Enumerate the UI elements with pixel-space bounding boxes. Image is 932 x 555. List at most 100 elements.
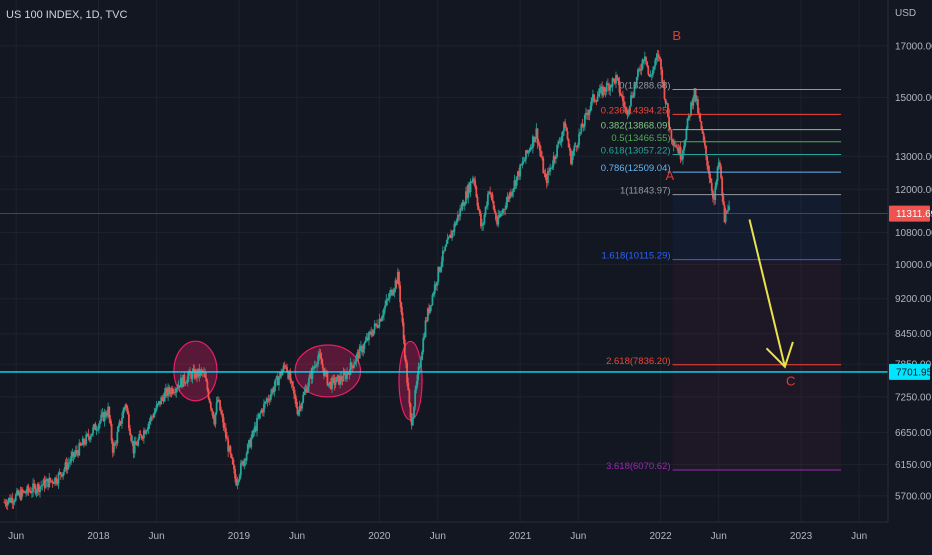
candle-body	[548, 171, 550, 172]
candle-body	[153, 412, 156, 418]
candle	[710, 178, 713, 195]
candle-body	[133, 441, 136, 454]
candle-body	[555, 156, 557, 159]
candle-body	[74, 450, 77, 455]
candle-body	[673, 145, 676, 146]
candle	[242, 460, 245, 467]
candle-body	[349, 362, 352, 375]
candle-body	[136, 444, 138, 446]
candle	[728, 200, 730, 211]
candle-body	[558, 141, 561, 143]
candle	[332, 374, 335, 383]
candle-body	[499, 214, 502, 217]
candle	[431, 292, 434, 307]
candle-body	[714, 186, 717, 200]
candle	[190, 371, 193, 382]
candle	[204, 368, 206, 378]
candle-body	[196, 370, 198, 377]
candle-body	[551, 165, 554, 168]
candle	[675, 142, 677, 148]
candle	[86, 432, 89, 437]
time-tick-label: Jun	[851, 531, 867, 542]
candle	[114, 440, 116, 447]
support-price-badge-text: 7701.95	[896, 367, 932, 378]
candle-body	[684, 140, 687, 146]
candle	[205, 371, 208, 383]
candle-body	[483, 214, 486, 224]
candle-body	[318, 353, 321, 356]
candle-body	[185, 382, 188, 384]
candle	[542, 155, 545, 174]
candle-body	[299, 405, 302, 409]
candle	[557, 139, 560, 149]
candle	[124, 403, 127, 411]
candle	[491, 191, 494, 204]
candle-body	[233, 464, 235, 470]
candle-body	[324, 370, 327, 376]
candle-body	[22, 491, 25, 493]
candle	[271, 387, 273, 397]
candle-body	[264, 401, 266, 404]
candle	[686, 118, 689, 131]
candle	[81, 435, 84, 446]
candle	[624, 101, 627, 114]
candle-body	[482, 223, 485, 225]
candle	[354, 360, 357, 365]
candle	[391, 289, 393, 297]
candle-body	[481, 224, 483, 227]
candle-body	[486, 194, 489, 206]
candle-body	[18, 491, 21, 496]
candle	[564, 118, 567, 129]
candle-body	[261, 409, 264, 413]
candle	[558, 137, 561, 144]
candle	[84, 439, 86, 446]
candle	[467, 182, 470, 204]
candle-body	[184, 382, 187, 384]
candle	[460, 202, 463, 212]
candle	[570, 148, 572, 166]
candle-body	[477, 206, 480, 210]
candle-body	[116, 431, 119, 444]
candle-body	[58, 472, 61, 474]
candle-body	[177, 385, 180, 388]
candle-body	[501, 209, 504, 214]
candle	[548, 166, 550, 176]
candle	[677, 143, 680, 154]
candle	[52, 482, 55, 485]
candle-body	[444, 246, 447, 251]
candle	[656, 49, 659, 63]
candle	[459, 204, 462, 221]
candle-body	[582, 126, 585, 128]
candle	[642, 59, 645, 64]
candle	[596, 91, 599, 102]
candle	[103, 408, 106, 427]
candle-body	[363, 342, 366, 350]
candle	[28, 488, 31, 493]
candle	[132, 440, 135, 459]
candle	[492, 200, 495, 211]
candle	[253, 421, 256, 437]
candle	[158, 400, 160, 406]
candle-body	[288, 372, 291, 379]
candle	[679, 142, 682, 164]
candle	[516, 170, 519, 181]
candle-body	[443, 250, 445, 252]
candle	[40, 480, 43, 490]
candle-body	[492, 201, 495, 209]
candle-body	[291, 381, 294, 387]
candle-body	[709, 178, 712, 183]
candle-body	[511, 192, 514, 196]
candle	[414, 386, 417, 411]
candle	[250, 434, 253, 450]
candle	[436, 281, 438, 292]
candle-body	[664, 98, 667, 104]
support-price-badge-box	[889, 363, 930, 380]
candle-body	[473, 178, 475, 181]
candle	[313, 360, 316, 372]
candle	[339, 371, 342, 389]
candle	[611, 77, 614, 92]
candle	[435, 282, 437, 291]
candle-body	[421, 352, 423, 361]
candle	[321, 359, 324, 373]
